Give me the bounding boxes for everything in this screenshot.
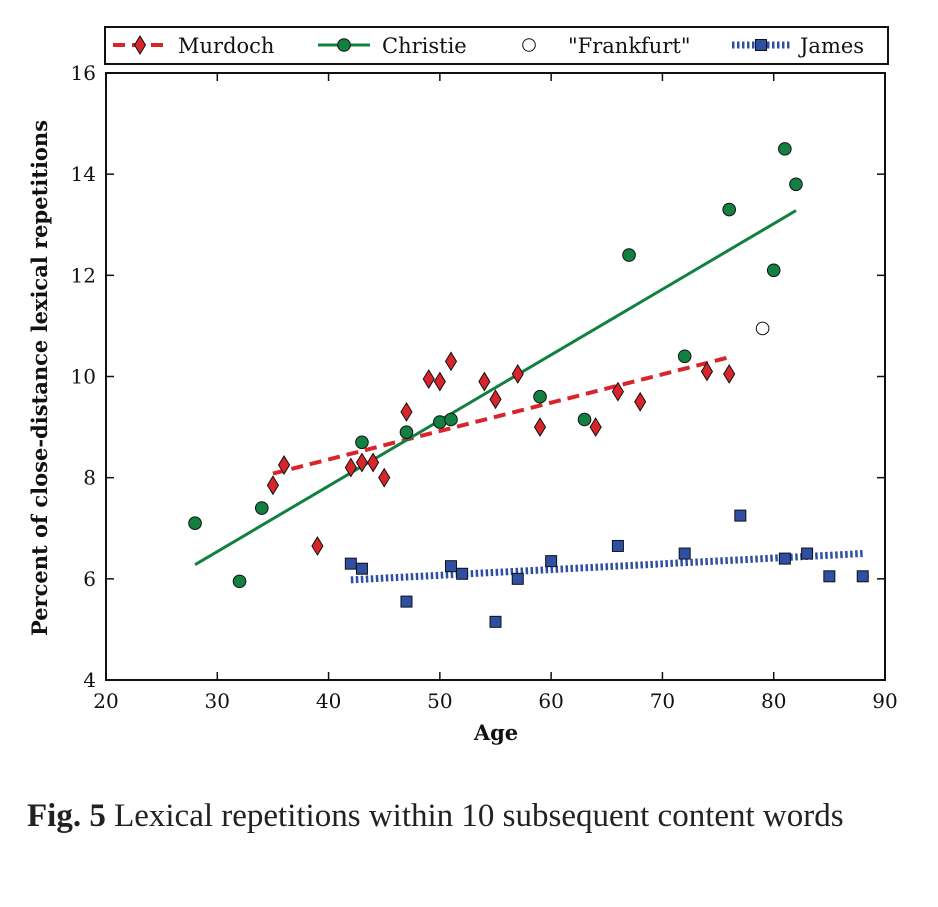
- y-tick-label: 10: [71, 365, 96, 389]
- data-point-murdoch: [378, 467, 391, 488]
- data-point-james: [734, 509, 747, 522]
- x-tick-label: 40: [316, 689, 341, 713]
- data-point-christie: [533, 389, 547, 404]
- data-point-christie: [577, 412, 592, 427]
- data-point-murdoch: [366, 452, 380, 473]
- x-tick-label: 60: [538, 689, 563, 713]
- trend-lines: [194, 209, 863, 584]
- data-point-christie: [254, 501, 269, 515]
- y-axis: 4 6 8 10 12 14 16: [71, 61, 885, 692]
- legend-item-christie: Christie: [318, 34, 467, 58]
- data-point-murdoch: [266, 475, 280, 496]
- data-point-james: [444, 560, 457, 573]
- x-tick-label: 50: [427, 689, 452, 713]
- data-point-james: [545, 555, 558, 568]
- data-point-murdoch: [700, 361, 714, 382]
- legend-marker: [755, 39, 767, 51]
- data-point-murdoch: [311, 535, 324, 556]
- data-point-christie: [778, 142, 792, 156]
- data-point-christie: [355, 435, 369, 450]
- x-tick-label: 90: [872, 689, 897, 713]
- data-point-james: [400, 595, 413, 608]
- y-tick-label: 4: [83, 668, 96, 692]
- y-tick-label: 16: [71, 61, 96, 85]
- data-point-james: [856, 570, 869, 583]
- legend-label: James: [798, 34, 864, 58]
- plot-frame: [105, 72, 886, 681]
- data-point-james: [611, 539, 624, 552]
- data-point-christie: [622, 248, 636, 262]
- legend-marker: [133, 35, 147, 55]
- data-point-christie: [433, 415, 447, 429]
- data-point-james: [456, 567, 469, 580]
- figure-caption: Fig. 5 Lexical repetitions within 10 sub…: [27, 794, 901, 838]
- data-point-murdoch: [433, 371, 446, 392]
- data-point-murdoch: [444, 351, 458, 372]
- data-point-james: [489, 615, 502, 628]
- data-point-james: [778, 552, 791, 565]
- data-point-murdoch: [489, 389, 502, 410]
- data-point-murdoch: [533, 417, 547, 438]
- data-point-christie: [722, 202, 737, 217]
- data-point-murdoch: [422, 369, 435, 389]
- figure-label: Fig. 5: [27, 798, 106, 834]
- legend-label: Murdoch: [178, 34, 274, 58]
- y-tick-label: 12: [71, 263, 96, 287]
- legend-marker: [337, 38, 351, 52]
- legend-box: [104, 26, 889, 65]
- data-point-murdoch: [634, 391, 647, 412]
- data-point-christie: [766, 263, 781, 278]
- data-point-christie: [677, 349, 692, 364]
- legend-marker: [522, 38, 536, 52]
- data-point-james: [801, 547, 814, 560]
- x-tick-label: 80: [761, 689, 786, 713]
- data-point-murdoch: [611, 381, 625, 402]
- data-point-james: [823, 570, 836, 583]
- data-point-christie: [789, 177, 803, 192]
- trend-line-christie: [194, 209, 797, 566]
- y-axis-title: Percent of close-distance lexical repeti…: [27, 120, 52, 636]
- data-point-christie: [444, 412, 458, 427]
- data-point-james: [678, 547, 691, 560]
- data-point-murdoch: [344, 457, 357, 478]
- legend-label: "Frankfurt": [568, 34, 690, 58]
- legend-item-james: James: [732, 34, 864, 58]
- x-axis: 20 30 40 50 60 70 80 90: [93, 73, 898, 713]
- data-point-james: [511, 572, 524, 585]
- x-tick-label: 30: [205, 689, 230, 713]
- x-tick-label: 20: [93, 689, 118, 713]
- chart: 20 30 40 50 60 70 80 90 4 6 8 10 12 14 16 Age Percent…: [27, 26, 898, 745]
- x-tick-label: 70: [650, 689, 675, 713]
- y-tick-label: 6: [83, 567, 96, 591]
- legend-item-murdoch: Murdoch: [113, 34, 274, 58]
- data-point-murdoch: [478, 371, 491, 392]
- legend-item-frankfurt: "Frankfurt": [522, 34, 690, 58]
- data-point-christie: [232, 574, 247, 589]
- axis-frame: [105, 72, 886, 681]
- legend: Murdoch Christie "Frankfurt" James: [104, 26, 889, 65]
- y-tick-label: 14: [71, 162, 96, 186]
- data-point-murdoch: [511, 364, 524, 384]
- data-point-james: [344, 557, 357, 570]
- markers: [188, 142, 869, 628]
- figure-caption-text: Lexical repetitions within 10 subsequent…: [114, 798, 844, 834]
- y-tick-label: 8: [83, 466, 96, 490]
- data-point-frankfurt: [755, 321, 770, 336]
- data-point-murdoch: [277, 455, 291, 475]
- data-point-james: [355, 562, 368, 575]
- data-point-murdoch: [400, 401, 413, 422]
- data-point-christie: [399, 425, 414, 439]
- data-point-murdoch: [723, 364, 736, 384]
- data-point-murdoch: [355, 452, 369, 473]
- x-axis-title: Age: [473, 720, 518, 745]
- legend-label: Christie: [382, 34, 467, 58]
- data-point-christie: [188, 516, 202, 530]
- trend-line-james: [350, 550, 863, 584]
- trend-line-murdoch: [272, 355, 730, 476]
- data-point-murdoch: [589, 417, 602, 438]
